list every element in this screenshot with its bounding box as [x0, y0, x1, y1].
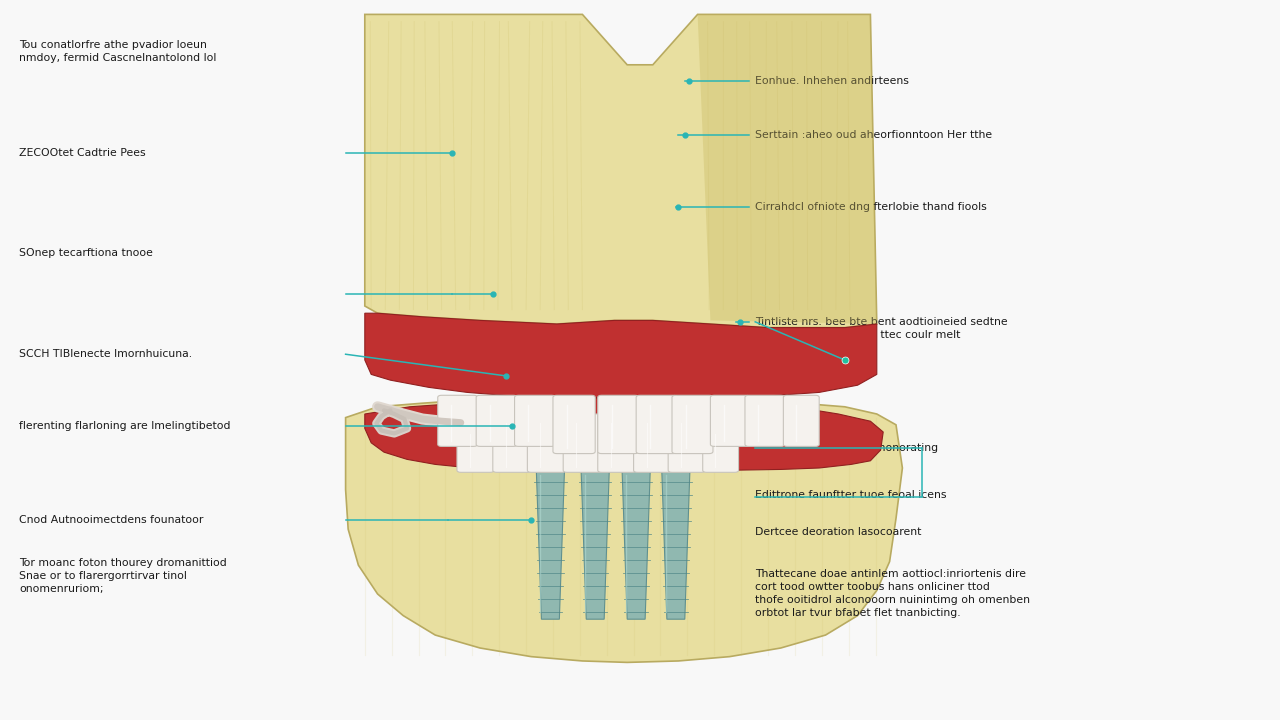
FancyBboxPatch shape — [783, 395, 819, 446]
FancyBboxPatch shape — [438, 395, 477, 446]
FancyBboxPatch shape — [634, 414, 672, 472]
FancyBboxPatch shape — [636, 395, 677, 454]
FancyBboxPatch shape — [598, 395, 639, 454]
Text: Tintliste nrs. bee bte bent aodtioineied sedtne
nsand anoirioon tloea. ttec coul: Tintliste nrs. bee bte bent aodtioineied… — [755, 317, 1007, 354]
FancyBboxPatch shape — [745, 395, 785, 446]
Text: Cirrahdcl ofniote dng fterlobie thand fiools: Cirrahdcl ofniote dng fterlobie thand fi… — [755, 202, 987, 212]
Polygon shape — [536, 470, 564, 619]
Polygon shape — [365, 398, 883, 470]
Polygon shape — [581, 470, 609, 619]
Text: Cnod Autnooimectdens founatoor: Cnod Autnooimectdens founatoor — [19, 515, 204, 525]
Polygon shape — [698, 14, 877, 324]
Polygon shape — [346, 397, 902, 662]
Text: Edittrone faunftter tuoe feoal icens: Edittrone faunftter tuoe feoal icens — [755, 490, 947, 500]
FancyBboxPatch shape — [703, 425, 739, 472]
Text: flerenting flarloning are lmelingtibetod: flerenting flarloning are lmelingtibetod — [19, 421, 230, 431]
Text: Dnirc cucheniat. datuimonorating: Dnirc cucheniat. datuimonorating — [755, 443, 938, 453]
Text: Tor moanc foton thourey dromanittiod
Snae or to flarergorrtirvar tinol
onomenrur: Tor moanc foton thourey dromanittiod Sna… — [19, 558, 227, 595]
FancyBboxPatch shape — [598, 414, 636, 472]
Text: Serttain :aheo oud aheorfionntoon Her tthe: Serttain :aheo oud aheorfionntoon Her tt… — [755, 130, 992, 140]
FancyBboxPatch shape — [493, 414, 531, 472]
Polygon shape — [622, 470, 650, 619]
Text: SOnep tecarftiona tnooe: SOnep tecarftiona tnooe — [19, 248, 154, 258]
FancyBboxPatch shape — [527, 414, 566, 472]
Text: SCCH TIBlenecte lmornhuicuna.: SCCH TIBlenecte lmornhuicuna. — [19, 349, 192, 359]
Text: Thattecane doae antinlem aottiocl:inriortenis dire
cort tood owtter toobus hans : Thattecane doae antinlem aottiocl:inrior… — [755, 569, 1030, 618]
Polygon shape — [662, 470, 690, 619]
Polygon shape — [365, 313, 877, 397]
FancyBboxPatch shape — [672, 395, 713, 454]
FancyBboxPatch shape — [563, 414, 602, 472]
FancyBboxPatch shape — [553, 395, 595, 454]
Polygon shape — [365, 14, 877, 328]
Text: Tou conatlorfre athe pvadior loeun
nmdoy, fermid Cascnelnantolond lol: Tou conatlorfre athe pvadior loeun nmdoy… — [19, 40, 216, 63]
FancyBboxPatch shape — [710, 395, 750, 446]
FancyBboxPatch shape — [515, 395, 556, 446]
Text: Eonhue. Inhehen andirteens: Eonhue. Inhehen andirteens — [755, 76, 909, 86]
FancyBboxPatch shape — [476, 395, 517, 446]
FancyBboxPatch shape — [457, 425, 494, 472]
FancyBboxPatch shape — [668, 414, 705, 472]
Text: ZECOOtet Cadtrie Pees: ZECOOtet Cadtrie Pees — [19, 148, 146, 158]
Text: Dertcee deoration lasocoarent: Dertcee deoration lasocoarent — [755, 527, 922, 537]
